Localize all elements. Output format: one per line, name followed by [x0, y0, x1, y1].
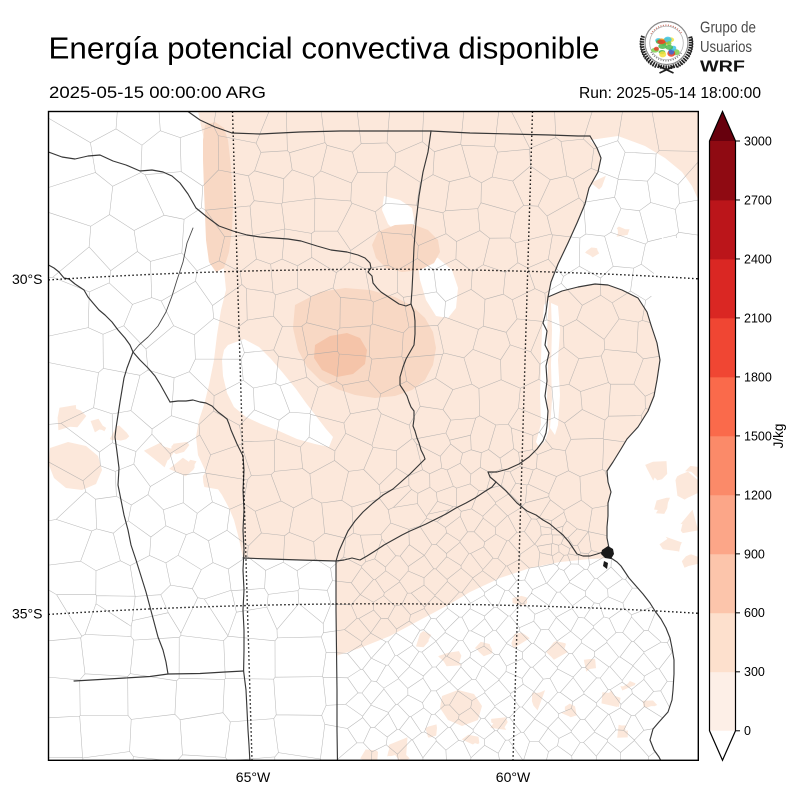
svg-text:Usuarios: Usuarios: [700, 39, 752, 56]
svg-text:2400: 2400: [744, 252, 772, 266]
svg-text:3000: 3000: [744, 134, 772, 148]
svg-text:Energía potencial convectiva d: Energía potencial convectiva disponible: [49, 32, 600, 66]
svg-text:60°W: 60°W: [496, 769, 531, 785]
svg-text:35°S: 35°S: [12, 605, 43, 621]
svg-text:300: 300: [744, 665, 765, 679]
svg-text:WRF: WRF: [700, 59, 745, 76]
svg-text:1500: 1500: [744, 429, 772, 443]
svg-text:2100: 2100: [744, 311, 772, 325]
svg-text:600: 600: [744, 606, 765, 620]
svg-text:J/kg: J/kg: [771, 424, 786, 449]
svg-text:0: 0: [744, 724, 751, 738]
svg-text:Run: 2025-05-14 18:00:00: Run: 2025-05-14 18:00:00: [579, 85, 761, 102]
svg-text:1200: 1200: [744, 488, 772, 502]
svg-text:Grupo de: Grupo de: [700, 20, 756, 37]
svg-text:30°S: 30°S: [12, 271, 43, 287]
svg-text:1800: 1800: [744, 370, 772, 384]
svg-text:2025-05-15 00:00:00 ARG: 2025-05-15 00:00:00 ARG: [49, 84, 266, 102]
svg-text:2700: 2700: [744, 193, 772, 207]
svg-text:65°W: 65°W: [236, 769, 271, 785]
svg-text:900: 900: [744, 547, 765, 561]
